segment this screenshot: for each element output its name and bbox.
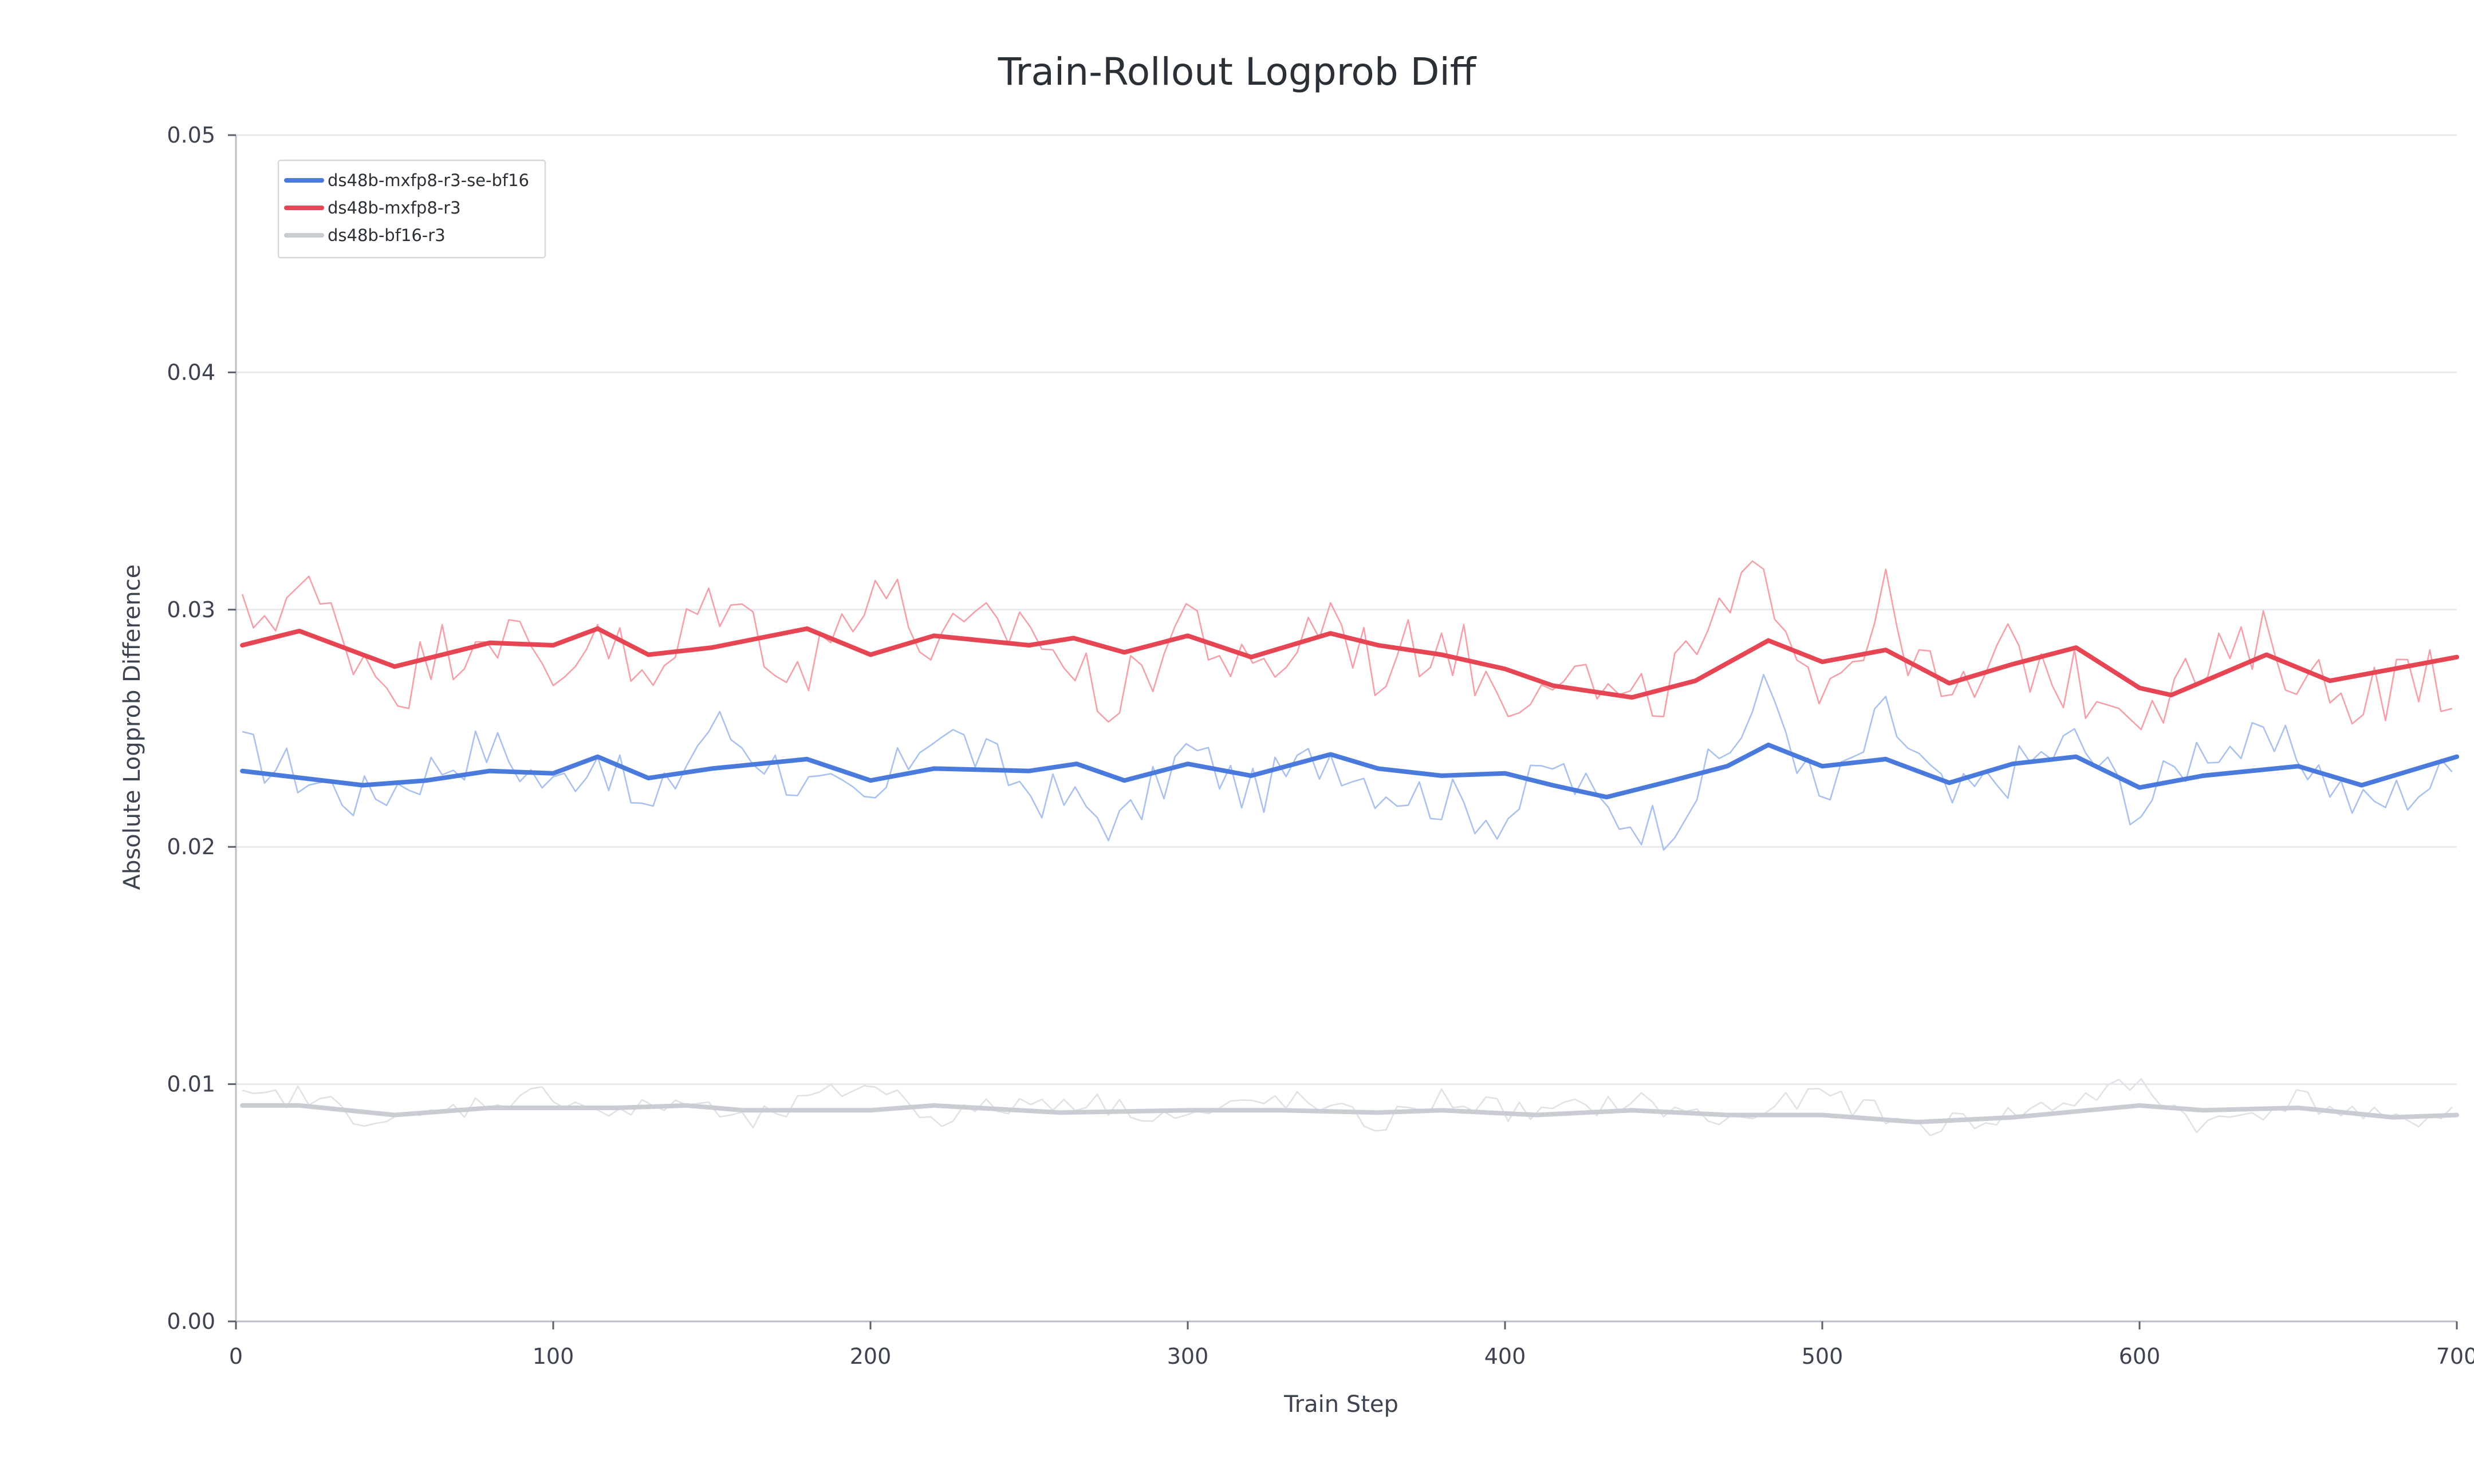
legend-box bbox=[277, 159, 546, 259]
y-tick-label: 0.00 bbox=[167, 1309, 215, 1334]
x-tick-label: 0 bbox=[229, 1344, 243, 1369]
y-tick-label: 0.04 bbox=[167, 360, 215, 385]
x-tick-label: 200 bbox=[850, 1344, 892, 1369]
x-tick-label: 100 bbox=[533, 1344, 574, 1369]
series-smoothed-line bbox=[240, 626, 2459, 700]
legend-item[interactable]: ds48b-mxfp8-r3 bbox=[284, 198, 461, 218]
legend-label: ds48b-mxfp8-r3 bbox=[328, 198, 461, 218]
x-tick-label: 400 bbox=[1484, 1344, 1526, 1369]
legend-label: ds48b-bf16-r3 bbox=[328, 226, 446, 245]
legend-label: ds48b-mxfp8-r3-se-bf16 bbox=[328, 171, 529, 190]
series-raw-line bbox=[242, 1078, 2453, 1136]
y-tick-label: 0.01 bbox=[167, 1072, 215, 1097]
axes: 0.00 0.01 0.02 0.03 0.04 0.05 0 100 200 300 400 500… bbox=[167, 123, 2474, 1369]
x-tick-label: 600 bbox=[2119, 1344, 2161, 1369]
legend-item[interactable]: ds48b-mxfp8-r3-se-bf16 bbox=[284, 171, 529, 190]
x-axis-label: Train Step bbox=[1283, 1391, 1398, 1418]
series-2 bbox=[240, 1078, 2459, 1136]
x-tick-label: 500 bbox=[1802, 1344, 1843, 1369]
y-axis-label: Absolute Logprob Difference bbox=[119, 565, 145, 890]
y-tick-label: 0.03 bbox=[167, 597, 215, 622]
legend: ds48b-mxfp8-r3-se-bf16 ds48b-mxfp8-r3 ds48… bbox=[277, 159, 546, 259]
series-smoothed-line bbox=[240, 1103, 2459, 1124]
series-lines bbox=[240, 560, 2459, 1136]
y-tick-label: 0.02 bbox=[167, 834, 215, 859]
series-smoothed-line bbox=[240, 743, 2459, 800]
series-0 bbox=[240, 674, 2459, 851]
series-1 bbox=[240, 560, 2459, 731]
series-raw-line bbox=[242, 674, 2453, 851]
legend-item[interactable]: ds48b-bf16-r3 bbox=[284, 226, 446, 245]
series-raw-line bbox=[241, 560, 2453, 731]
x-tick-label: 700 bbox=[2436, 1344, 2474, 1369]
y-tick-label: 0.05 bbox=[167, 123, 215, 148]
gridlines bbox=[236, 134, 2457, 1086]
x-tick-label: 300 bbox=[1167, 1344, 1209, 1369]
chart-title: Train-Rollout Logprob Diff bbox=[998, 50, 1477, 94]
